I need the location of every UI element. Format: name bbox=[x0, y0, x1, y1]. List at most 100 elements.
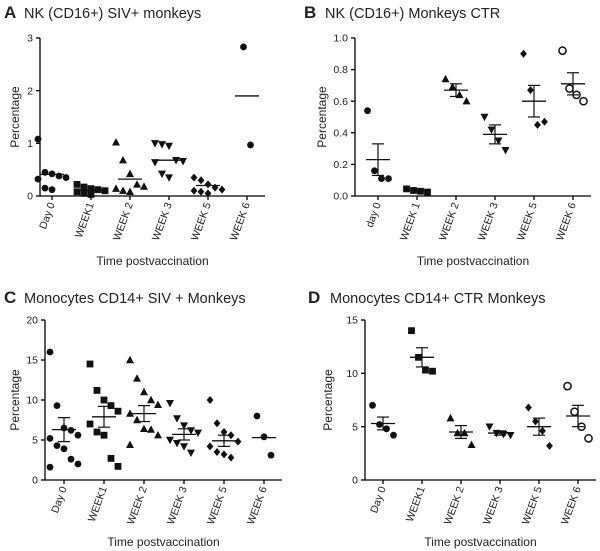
x-axis-title: Time postvaccination bbox=[96, 254, 208, 268]
y-axis-title: Percentage bbox=[321, 369, 335, 431]
y-tick-label: 0.8 bbox=[333, 64, 348, 76]
data-point bbox=[165, 174, 173, 182]
x-tick-label: WEEK 5 bbox=[515, 201, 540, 243]
data-point bbox=[173, 440, 181, 448]
data-point bbox=[53, 442, 61, 449]
data-point bbox=[408, 327, 415, 335]
data-point bbox=[180, 422, 188, 430]
x-tick-label: WEEK 5 bbox=[189, 201, 214, 243]
data-point bbox=[119, 186, 127, 194]
data-point bbox=[206, 442, 214, 451]
data-point bbox=[80, 183, 88, 191]
series-week-6 bbox=[235, 43, 259, 149]
data-point bbox=[74, 460, 82, 468]
x-tick-label: WEEK 2 bbox=[437, 201, 462, 243]
data-point bbox=[151, 140, 159, 148]
panel-title: Monocytes CD14+ CTR Monkeys bbox=[330, 291, 546, 307]
data-point bbox=[253, 412, 261, 420]
data-point bbox=[126, 409, 134, 417]
data-point bbox=[112, 184, 120, 192]
data-point bbox=[87, 185, 95, 193]
series-week-2 bbox=[112, 138, 148, 195]
data-point bbox=[190, 173, 198, 182]
x-tick-label: WEEK1 bbox=[73, 201, 97, 240]
data-point bbox=[114, 407, 122, 415]
data-point bbox=[46, 463, 54, 471]
data-point bbox=[107, 402, 115, 409]
y-axis-title: Percentage bbox=[8, 369, 22, 431]
data-point bbox=[527, 86, 534, 95]
data-point bbox=[422, 366, 429, 374]
x-tick-label: WEEK 3 bbox=[481, 485, 506, 527]
data-point bbox=[140, 182, 148, 190]
panel-title: Monocytes CD14+ SIV + Monkeys bbox=[24, 291, 246, 307]
x-tick-label: WEEK 3 bbox=[165, 485, 190, 527]
data-point bbox=[446, 413, 455, 422]
data-point bbox=[220, 428, 228, 436]
data-point bbox=[158, 141, 166, 149]
x-tick-label: Day 0 bbox=[368, 485, 389, 515]
data-point bbox=[126, 355, 134, 364]
data-point bbox=[41, 184, 49, 192]
data-point bbox=[267, 451, 275, 459]
x-axis-title: Time postvaccination bbox=[107, 535, 219, 549]
data-point bbox=[240, 43, 247, 51]
data-point bbox=[480, 113, 489, 122]
data-point bbox=[154, 431, 162, 439]
data-point bbox=[140, 424, 148, 432]
data-point bbox=[383, 425, 390, 433]
data-point bbox=[218, 185, 226, 194]
data-point bbox=[34, 175, 42, 183]
data-point bbox=[441, 74, 450, 83]
data-point bbox=[584, 434, 593, 443]
x-tick-label: day 0 bbox=[364, 201, 384, 229]
y-tick-label: 5 bbox=[352, 421, 358, 433]
data-point bbox=[385, 175, 392, 183]
data-point bbox=[206, 396, 214, 404]
y-tick-label: 15 bbox=[26, 355, 38, 367]
data-point bbox=[417, 187, 424, 195]
data-point bbox=[187, 449, 195, 457]
data-point bbox=[93, 387, 101, 394]
y-tick-label: 15 bbox=[346, 315, 358, 327]
panel-b: B NK (CD16+) Monkeys CTR 0.0 0.2 0.4 0.6 0.8 1.… bbox=[304, 3, 591, 268]
data-point bbox=[62, 174, 70, 181]
y-tick-label: 0 bbox=[32, 475, 38, 487]
y-tick-label: 0 bbox=[352, 475, 358, 487]
data-point bbox=[74, 431, 82, 439]
series-week-2 bbox=[441, 74, 471, 105]
x-tick-label: WEEK 6 bbox=[228, 201, 253, 243]
panel-a: A NK (CD16+) SIV+ monkeys 0 1 2 3 Percentage Da… bbox=[4, 3, 265, 268]
x-tick-label: WEEK 5 bbox=[520, 485, 545, 527]
x-tick-label: WEEK 6 bbox=[245, 485, 270, 527]
data-point bbox=[126, 187, 134, 195]
data-point bbox=[55, 172, 63, 180]
data-point bbox=[67, 427, 75, 434]
data-point bbox=[539, 426, 546, 435]
x-tick-label: WEEK1 bbox=[86, 485, 110, 524]
data-point bbox=[190, 186, 198, 195]
data-point bbox=[390, 431, 397, 439]
data-point bbox=[534, 120, 541, 129]
x-tick-label: Day 0 bbox=[49, 485, 70, 515]
panel-letter: B bbox=[304, 3, 316, 22]
data-point bbox=[260, 433, 268, 441]
y-tick-label: 3 bbox=[27, 33, 33, 45]
data-point bbox=[378, 175, 385, 183]
data-point bbox=[485, 423, 494, 431]
data-point bbox=[467, 440, 476, 448]
data-point bbox=[532, 417, 539, 426]
data-point bbox=[220, 450, 228, 459]
x-tick-label: Day 0 bbox=[37, 201, 58, 231]
data-point bbox=[86, 420, 94, 428]
data-point bbox=[100, 396, 108, 404]
x-axis-title: Time postvaccination bbox=[417, 254, 529, 268]
data-point bbox=[86, 360, 94, 368]
data-point bbox=[154, 400, 162, 408]
data-point bbox=[563, 381, 572, 391]
series-week-5 bbox=[525, 403, 553, 450]
y-tick-label: 2 bbox=[27, 85, 33, 97]
data-point bbox=[487, 126, 496, 134]
panel-d: D Monocytes CD14+ CTR Monkeys 0 5 10 15 Percen… bbox=[308, 288, 596, 549]
